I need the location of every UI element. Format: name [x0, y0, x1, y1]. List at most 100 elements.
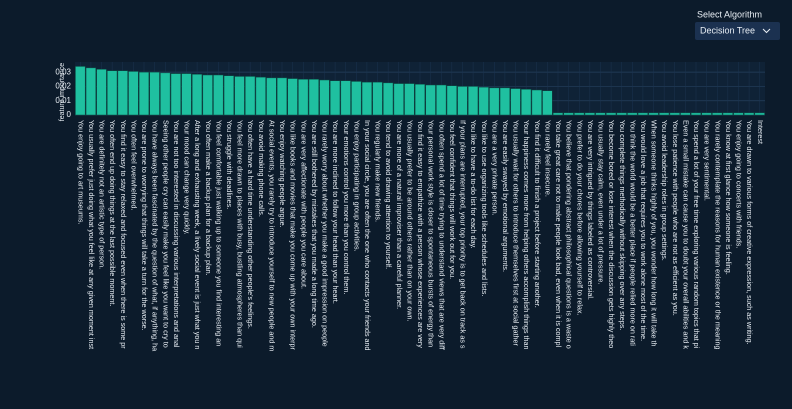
- x-tick-label: You believe that pondering abstract phil…: [565, 120, 574, 349]
- bar: [467, 86, 479, 116]
- x-tick-label: You feel comfortable just walking up to …: [214, 120, 223, 346]
- bar: [521, 89, 532, 116]
- x-tick-label: You struggle with deadlines.: [225, 120, 234, 209]
- bar: [743, 112, 755, 116]
- x-tick-label: You complete things methodically without…: [618, 120, 627, 330]
- x-tick-label: You are more inclined to follow your hea…: [331, 120, 340, 304]
- bar: [712, 112, 723, 116]
- bar: [584, 112, 595, 116]
- x-tick-label: Even a small mistake can cause you to do…: [681, 120, 690, 349]
- x-tick-label: You take great care not to make people l…: [554, 120, 563, 347]
- bar: [149, 71, 160, 116]
- x-tick-label: If your plans are interrupted, your top …: [459, 120, 468, 349]
- x-tick-label: You often make a backup plan for a backu…: [204, 120, 213, 276]
- x-tick-label: In your social circle, you are often the…: [363, 120, 372, 351]
- x-tick-label: You often have a hard time understanding…: [246, 120, 255, 329]
- x-tick-label: You are not too interested in discussing…: [172, 120, 181, 348]
- x-tick-label: You tend to avoid drawing attention to y…: [384, 120, 393, 269]
- x-tick-label: You are very sentimental.: [703, 120, 712, 201]
- x-tick-label: You rarely contemplate the reasons for h…: [713, 120, 722, 349]
- bar: [160, 72, 171, 116]
- bar: [276, 77, 288, 116]
- x-tick-label: You rarely worry about whether you make …: [321, 120, 330, 347]
- bar: [340, 80, 351, 116]
- bar: [552, 112, 564, 116]
- x-tick-label: You are drawn to various forms of creati…: [745, 120, 754, 345]
- bar: [361, 81, 373, 116]
- bar: [446, 85, 457, 116]
- bar: [733, 112, 744, 116]
- x-tick-label: You are a very private person.: [490, 120, 499, 216]
- x-tick-label: You usually stay calm, even under a lot …: [597, 120, 606, 284]
- bar: [329, 80, 341, 116]
- x-tick-label: You often feel overwhelmed.: [129, 120, 138, 210]
- x-tick-label: You are prone to worrying that things wi…: [140, 120, 149, 331]
- x-tick-label: Your personal work style is closer to sp…: [427, 120, 436, 347]
- bar: [659, 112, 670, 116]
- x-tick-label: You are more of a natural improviser tha…: [395, 120, 404, 309]
- y-tick-label: 0.02: [55, 82, 71, 91]
- bar: [627, 112, 638, 116]
- bar: [234, 76, 245, 116]
- bar: [425, 84, 436, 116]
- x-tick-label: Seeing other people cry can easily make …: [161, 120, 170, 348]
- bar: [170, 73, 181, 116]
- bar: [754, 112, 765, 116]
- bar: [563, 112, 574, 116]
- x-tick-label: You think the world would be a better pl…: [628, 120, 637, 346]
- x-tick-label: You know at first glance how someone is …: [724, 120, 733, 275]
- x-tick-label: You feel confident that things will work…: [448, 120, 457, 279]
- x-tick-label: You rarely feel insecure.: [543, 120, 552, 197]
- bar: [637, 112, 649, 116]
- x-tick-label: You are very intrigued by things labeled…: [586, 120, 595, 300]
- y-tick-label: 0.03: [55, 67, 71, 76]
- bar: [499, 87, 511, 116]
- bar: [308, 79, 319, 116]
- bar: [701, 112, 712, 116]
- x-tick-label: You like to have a to-do list for each d…: [469, 120, 478, 249]
- bar: [605, 112, 617, 116]
- x-tick-label: At social events, you rarely try to intr…: [267, 120, 276, 351]
- bar: [595, 112, 606, 116]
- x-tick-label: You lose patience with people who are no…: [671, 120, 680, 316]
- bar: [117, 70, 128, 116]
- dropdown-box[interactable]: [695, 22, 780, 40]
- bar: [96, 69, 107, 116]
- bar: [669, 112, 680, 116]
- bar: [75, 66, 86, 116]
- x-tick-label: Your emotions control you more than you …: [342, 120, 351, 294]
- dropdown-value[interactable]: Decision Tree: [700, 25, 755, 35]
- x-tick-label: You enjoy going to concerts with friends…: [735, 120, 744, 248]
- dropdown-chevron[interactable]: [762, 28, 771, 34]
- bar: [616, 112, 627, 116]
- x-tick-label: You spend a lot of your free time explor…: [692, 120, 701, 349]
- x-tick-label: You feel more drawn to places with busy,…: [236, 120, 245, 348]
- bar: [510, 88, 521, 116]
- bar: [648, 112, 659, 116]
- bar: [457, 86, 468, 116]
- x-tick-label: You find it easy to stay relaxed and foc…: [119, 120, 128, 349]
- bar: [383, 82, 394, 116]
- x-tick-label: You find it easy to empathize with a per…: [416, 120, 425, 348]
- bar: [245, 76, 256, 116]
- dropdown[interactable]: Decision Tree: [695, 22, 780, 40]
- bar: [128, 71, 139, 116]
- bar: [266, 77, 277, 116]
- bar: [393, 83, 404, 116]
- bar: [478, 86, 489, 116]
- bar: [202, 74, 213, 116]
- x-tick-label: You are easily swayed by emotional argum…: [501, 120, 510, 272]
- x-tick-label: You like to use organizing tools like sc…: [480, 120, 489, 296]
- bar: [255, 76, 266, 116]
- x-tick-label: You enjoy participating in group activit…: [352, 120, 361, 252]
- y-axis-label: feature importance: [59, 63, 66, 121]
- bar: [319, 79, 330, 116]
- bar: [489, 87, 500, 116]
- bar: [436, 84, 447, 116]
- x-tick-label: You often end up doing things at the las…: [108, 120, 117, 306]
- x-tick-label: You enjoy watching people argue.: [278, 120, 287, 228]
- x-tick-label: Your mood can change very quickly.: [183, 120, 192, 235]
- x-tick-label: Your happiness comes more from helping o…: [522, 120, 531, 349]
- x-tick-label: You have always been fascinated by the q…: [151, 120, 160, 351]
- x-tick-label: You usually wait for others to introduce…: [512, 120, 521, 346]
